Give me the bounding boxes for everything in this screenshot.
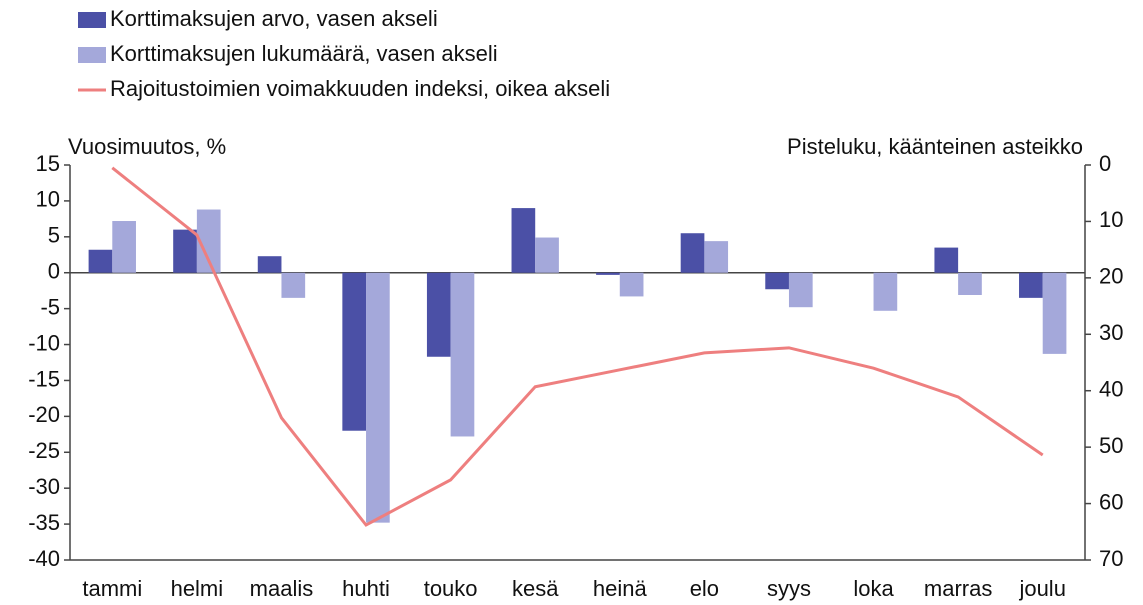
legend-label: Rajoitustoimien voimakkuuden indeksi, oi… bbox=[110, 76, 610, 101]
y-tick-label: 0 bbox=[48, 259, 60, 284]
y2-tick-label: 0 bbox=[1099, 151, 1111, 176]
legend-label: Korttimaksujen lukumäärä, vasen akseli bbox=[110, 41, 498, 66]
bar bbox=[366, 272, 390, 523]
bar bbox=[196, 209, 221, 273]
x-tick-label: kesä bbox=[512, 576, 559, 601]
y-tick-label: -5 bbox=[40, 294, 60, 319]
line bbox=[111, 166, 1044, 527]
x-tick-label: elo bbox=[690, 576, 719, 601]
bar bbox=[873, 272, 898, 311]
bar bbox=[619, 272, 644, 297]
x-tick-label: helmi bbox=[171, 576, 224, 601]
y-axis-title: Vuosimuutos, % bbox=[68, 134, 226, 159]
bar bbox=[680, 233, 705, 273]
y2-tick-label: 70 bbox=[1099, 546, 1123, 571]
y-tick-label: 5 bbox=[48, 223, 60, 248]
x-tick-label: marras bbox=[924, 576, 992, 601]
bar bbox=[765, 272, 789, 290]
y2-axis-title: Pisteluku, käänteinen asteikko bbox=[787, 134, 1083, 159]
y2-tick-label: 20 bbox=[1099, 264, 1123, 289]
y-tick-label: -35 bbox=[28, 510, 60, 535]
y-tick-label: 15 bbox=[36, 151, 60, 176]
x-tick-label: tammi bbox=[82, 576, 142, 601]
y2-tick-label: 60 bbox=[1099, 489, 1123, 514]
bar bbox=[1019, 272, 1043, 298]
y2-tick-label: 40 bbox=[1099, 377, 1123, 402]
x-tick-label: heinä bbox=[593, 576, 648, 601]
x-tick-label: huhti bbox=[342, 576, 390, 601]
bar bbox=[1042, 272, 1067, 354]
x-tick-label: touko bbox=[424, 576, 478, 601]
bar bbox=[596, 272, 620, 275]
x-tick-label: loka bbox=[853, 576, 894, 601]
bar bbox=[450, 272, 475, 437]
y-tick-label: -40 bbox=[28, 546, 60, 571]
y2-tick-label: 50 bbox=[1099, 433, 1123, 458]
legend-label: Korttimaksujen arvo, vasen akseli bbox=[110, 6, 438, 31]
x-tick-label: maalis bbox=[250, 576, 314, 601]
bar bbox=[704, 241, 729, 273]
bar bbox=[281, 272, 306, 298]
y-tick-label: -10 bbox=[28, 330, 60, 355]
bar bbox=[112, 221, 136, 273]
bar bbox=[788, 272, 813, 308]
bar bbox=[173, 229, 197, 273]
legend-swatch bbox=[78, 12, 106, 28]
legend-swatch bbox=[78, 47, 106, 63]
bar bbox=[535, 237, 559, 273]
x-tick-label: syys bbox=[767, 576, 811, 601]
bar bbox=[257, 256, 282, 273]
bar bbox=[88, 249, 113, 273]
y-tick-label: -20 bbox=[28, 402, 60, 427]
y-tick-label: 10 bbox=[36, 187, 60, 212]
bar bbox=[426, 272, 451, 357]
y-tick-label: -30 bbox=[28, 474, 60, 499]
bar bbox=[958, 272, 982, 295]
x-tick-label: joulu bbox=[1018, 576, 1065, 601]
bar bbox=[934, 247, 959, 273]
y-tick-label: -15 bbox=[28, 366, 60, 391]
y2-tick-label: 10 bbox=[1099, 207, 1123, 232]
bar bbox=[342, 272, 367, 431]
bar bbox=[511, 208, 536, 273]
y2-tick-label: 30 bbox=[1099, 320, 1123, 345]
y-tick-label: -25 bbox=[28, 438, 60, 463]
